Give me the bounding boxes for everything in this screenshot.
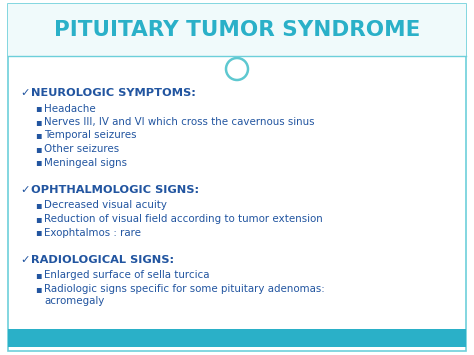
Bar [8, 329, 466, 347]
Text: Radiologic signs specific for some pituitary adenomas:: Radiologic signs specific for some pitui… [44, 284, 325, 294]
Text: ▪: ▪ [35, 158, 42, 168]
Text: OPHTHALMOLOGIC SIGNS:: OPHTHALMOLOGIC SIGNS: [31, 185, 199, 195]
Text: Headache: Headache [44, 104, 96, 114]
Text: ✓: ✓ [20, 185, 29, 195]
Text: ▪: ▪ [35, 271, 42, 280]
Text: ✓: ✓ [20, 255, 29, 265]
Text: Other seizures: Other seizures [44, 144, 119, 154]
Text: Temporal seizures: Temporal seizures [44, 131, 137, 141]
Text: Reduction of visual field according to tumor extension: Reduction of visual field according to t… [44, 214, 323, 224]
Text: ▪: ▪ [35, 117, 42, 127]
Text: ▪: ▪ [35, 131, 42, 141]
Text: RADIOLOGICAL SIGNS:: RADIOLOGICAL SIGNS: [31, 255, 174, 265]
Text: PITUITARY TUMOR SYNDROME: PITUITARY TUMOR SYNDROME [54, 20, 420, 40]
Text: ▪: ▪ [35, 144, 42, 154]
Text: Enlarged surface of sella turcica: Enlarged surface of sella turcica [44, 271, 210, 280]
Text: ✓: ✓ [20, 88, 29, 98]
Text: acromegaly: acromegaly [44, 296, 104, 306]
Bar [8, 4, 466, 56]
Text: ▪: ▪ [35, 201, 42, 211]
Text: Meningeal signs: Meningeal signs [44, 158, 127, 168]
Text: Nerves III, IV and VI which cross the cavernous sinus: Nerves III, IV and VI which cross the ca… [44, 117, 315, 127]
Text: ▪: ▪ [35, 214, 42, 224]
Text: ▪: ▪ [35, 104, 42, 114]
Text: Exophtalmos : rare: Exophtalmos : rare [44, 228, 141, 237]
Text: NEUROLOGIC SYMPTOMS:: NEUROLOGIC SYMPTOMS: [31, 88, 196, 98]
Text: Decreased visual acuity: Decreased visual acuity [44, 201, 167, 211]
Text: ▪: ▪ [35, 284, 42, 294]
Text: ▪: ▪ [35, 228, 42, 237]
